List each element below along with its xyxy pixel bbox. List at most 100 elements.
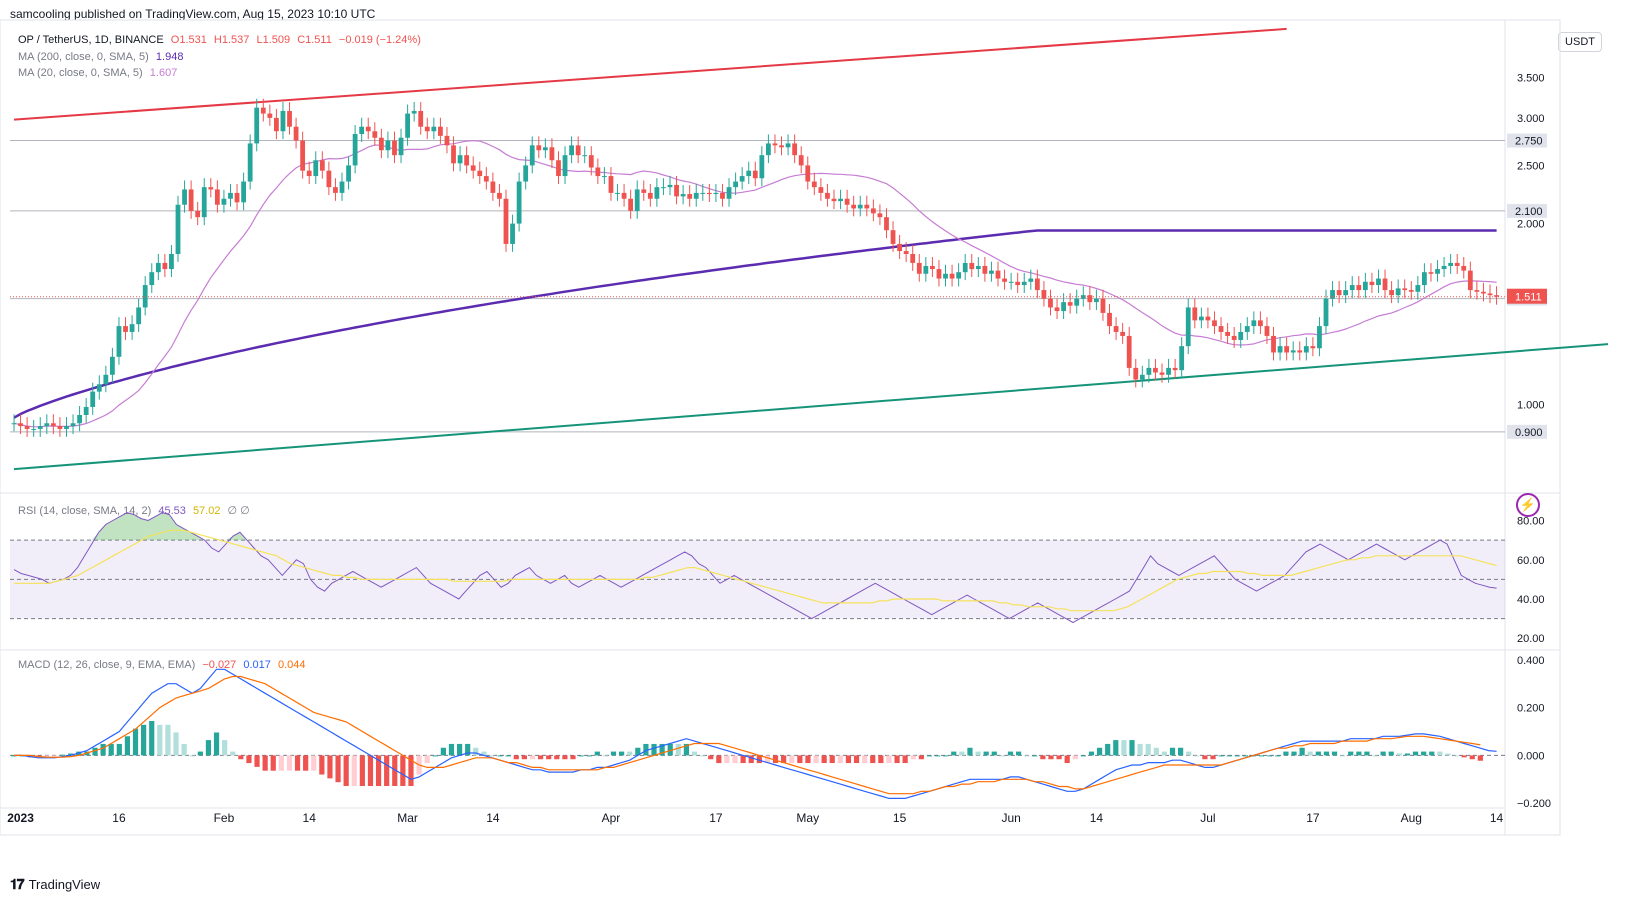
macd-histogram-bar xyxy=(1412,751,1419,756)
candle-body xyxy=(201,187,207,218)
candle-body xyxy=(228,192,233,199)
candle-body xyxy=(844,198,850,205)
macd-histogram-bar xyxy=(116,743,122,756)
candle-body xyxy=(1349,285,1355,291)
macd-histogram-bar xyxy=(789,755,795,764)
currency-button[interactable]: USDT xyxy=(1558,32,1602,52)
time-axis-label: May xyxy=(796,811,819,825)
macd-histogram-bar xyxy=(870,755,876,764)
macd-histogram-bar xyxy=(1380,751,1386,756)
macd-histogram-bar xyxy=(141,724,147,756)
macd-histogram-bar xyxy=(1161,751,1168,756)
macd-histogram-bar xyxy=(157,724,163,756)
macd-histogram-bar xyxy=(213,732,220,756)
macd-histogram-bar xyxy=(1113,740,1119,756)
candle-body xyxy=(175,204,181,254)
macd-histogram-bar xyxy=(1186,751,1192,756)
candle-body xyxy=(490,181,496,193)
candle-body xyxy=(1422,272,1427,286)
candle-body xyxy=(615,192,620,194)
candle-body xyxy=(497,192,502,199)
macd-histogram-bar xyxy=(1024,755,1030,757)
candle-body xyxy=(1002,278,1007,282)
candle-body xyxy=(661,187,666,189)
lightning-icon[interactable]: ⚡ xyxy=(1516,493,1540,517)
macd-histogram-bar xyxy=(351,755,357,787)
candle-body xyxy=(805,165,811,182)
macd-histogram-bar xyxy=(1477,755,1483,761)
rsi-ma-value: 57.02 xyxy=(192,505,221,517)
candle-body xyxy=(1074,298,1080,306)
candle-body xyxy=(1067,302,1073,306)
candle-body xyxy=(1238,331,1244,340)
macd-histogram-bar xyxy=(489,755,495,757)
candle-body xyxy=(365,126,371,132)
ma200-legend[interactable]: MA (200, close, 0, SMA, 5) 1.948 xyxy=(18,51,187,63)
macd-histogram-bar xyxy=(1291,751,1297,756)
candle-body xyxy=(169,253,174,270)
candle-body xyxy=(831,198,837,202)
rsi-legend[interactable]: RSI (14, close, SMA, 14, 2) 45.53 57.02 … xyxy=(18,504,254,517)
macd-histogram-bar xyxy=(1105,743,1111,756)
candle-body xyxy=(64,426,69,429)
candle-body xyxy=(792,143,798,156)
candle-body xyxy=(1408,290,1414,292)
macd-histogram-bar xyxy=(594,751,600,756)
price-axis-tick-label: 2.500 xyxy=(1517,160,1545,172)
candle-body xyxy=(431,126,437,132)
candle-body xyxy=(529,145,535,166)
candle-body xyxy=(969,262,975,270)
macd-histogram-bar xyxy=(1056,755,1062,760)
macd-histogram-bar xyxy=(303,755,309,771)
candle-body xyxy=(1231,335,1237,340)
candle-body xyxy=(1310,346,1316,349)
high-value: H1.537 xyxy=(213,34,250,46)
candle-body xyxy=(1481,291,1486,294)
macd-histogram-bar xyxy=(238,755,244,760)
candle-body xyxy=(385,140,391,151)
candle-body xyxy=(1094,298,1099,303)
candle-body xyxy=(1448,262,1454,266)
candle-body xyxy=(1185,307,1191,347)
candle-body xyxy=(1139,374,1145,380)
symbol-label[interactable]: OP / TetherUS, 1D, BINANCE xyxy=(18,34,164,46)
candle-body xyxy=(700,192,706,194)
candle-body xyxy=(1054,307,1060,312)
candle-body xyxy=(549,147,555,161)
macd-histogram-bar xyxy=(991,751,997,756)
candle-body xyxy=(83,406,89,415)
candle-body xyxy=(483,176,489,182)
macd-histogram-bar xyxy=(1169,747,1176,756)
candle-body xyxy=(687,194,693,199)
macd-histogram-bar xyxy=(60,754,66,756)
macd-histogram-bar xyxy=(853,755,860,764)
candle-body xyxy=(424,126,430,132)
macd-legend[interactable]: MACD (12, 26, close, 9, EMA, EMA) −0.027… xyxy=(18,659,309,671)
ma20-legend[interactable]: MA (20, close, 0, SMA, 5) 1.607 xyxy=(18,67,181,79)
candle-body xyxy=(477,170,483,177)
candle-body xyxy=(1198,316,1204,321)
candle-body xyxy=(234,192,240,203)
macd-histogram-bar xyxy=(959,751,965,756)
macd-histogram-bar xyxy=(667,743,673,756)
macd-histogram-bar xyxy=(570,755,576,760)
ma200-value: 1.948 xyxy=(155,51,184,63)
candle-body xyxy=(1330,290,1335,299)
candle-body xyxy=(1454,262,1460,266)
level-label: 0.900 xyxy=(1515,427,1543,439)
macd-histogram-bar xyxy=(1299,747,1305,756)
candle-body xyxy=(726,187,732,199)
candle-body xyxy=(1061,302,1066,312)
candle-body xyxy=(1080,295,1086,299)
chart-canvas[interactable]: 3.5003.0002.5002.0001.0002.7502.1001.500… xyxy=(0,0,1634,870)
candle-body xyxy=(772,143,778,146)
macd-histogram-bar xyxy=(1469,755,1475,760)
candle-body xyxy=(1172,367,1178,371)
candle-body xyxy=(293,126,299,141)
candle-body xyxy=(1271,335,1276,353)
price-axis-tick-label: 1.000 xyxy=(1517,399,1545,411)
candle-body xyxy=(470,165,476,171)
level-label-bg xyxy=(1507,133,1547,148)
candle-body xyxy=(1212,320,1217,327)
macd-histogram-bar xyxy=(165,724,171,756)
